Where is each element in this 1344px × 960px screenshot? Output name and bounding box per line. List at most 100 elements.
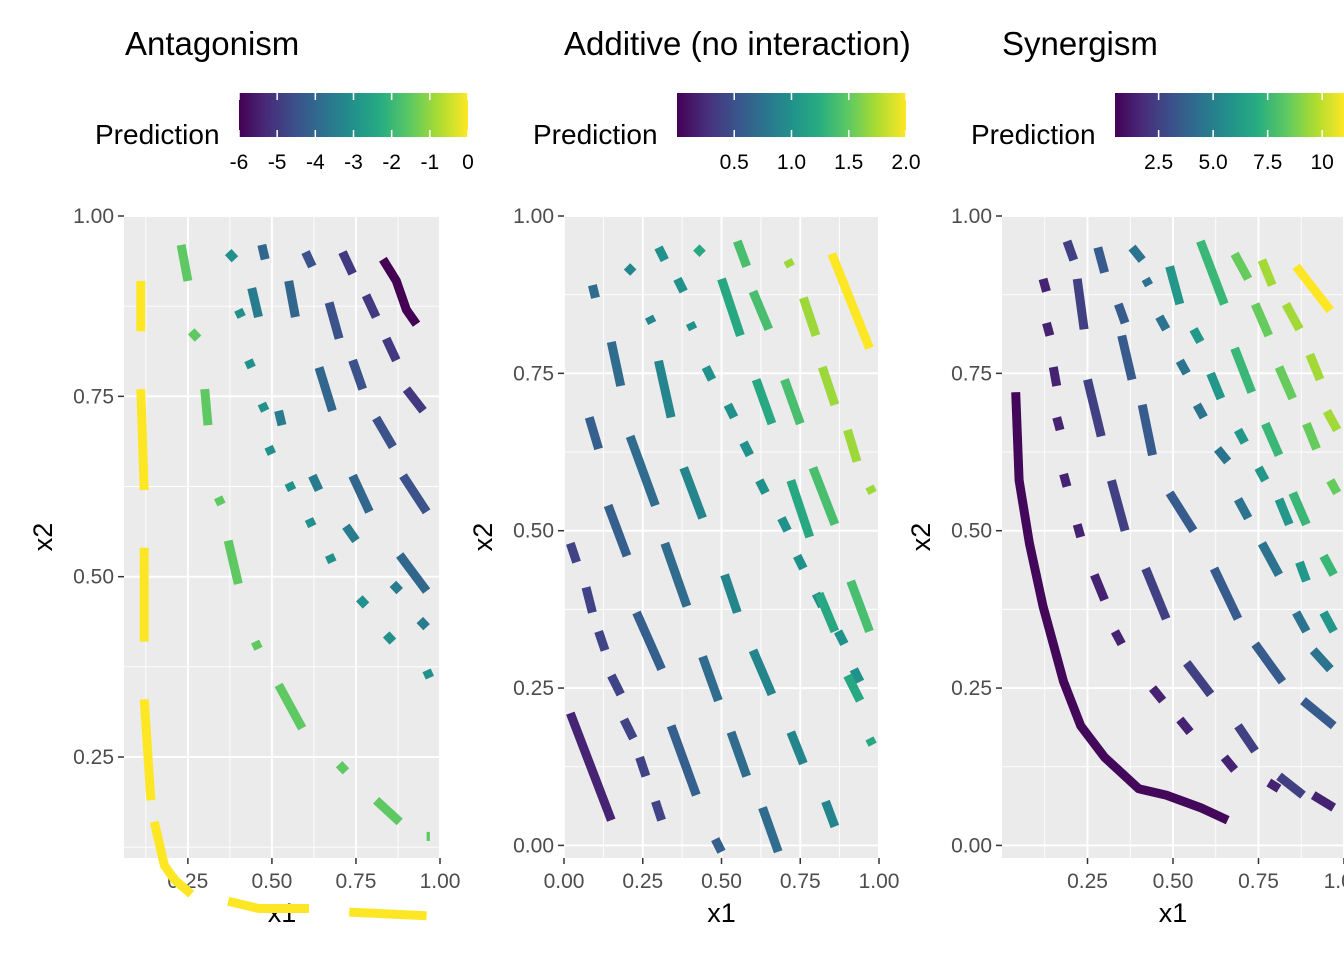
contour-dash bbox=[625, 434, 660, 508]
contour-dash bbox=[223, 539, 243, 585]
y-tick-label: 0.75 bbox=[513, 362, 554, 385]
contour-dash bbox=[1062, 239, 1079, 262]
x-tick-label: 0.75 bbox=[1238, 870, 1279, 893]
contour-dash bbox=[314, 366, 337, 413]
contour-dash bbox=[654, 245, 669, 263]
contour-dash bbox=[348, 473, 374, 514]
x-tick-label: 0.50 bbox=[701, 870, 742, 893]
legend-tick-label: 0.5 bbox=[720, 151, 749, 174]
contour-dash bbox=[402, 386, 427, 414]
contour-dash bbox=[1196, 239, 1229, 306]
x-tick-label: 0.50 bbox=[1153, 870, 1194, 893]
contour-dash bbox=[1072, 523, 1086, 539]
legend-tick-label: 7.5 bbox=[1253, 151, 1282, 174]
contour-dash bbox=[1292, 263, 1334, 314]
y-tick-label: 1.00 bbox=[513, 205, 554, 228]
legend-title: Prediction bbox=[95, 119, 220, 150]
contour-dash bbox=[1302, 422, 1321, 451]
contour-dash bbox=[338, 250, 357, 276]
contour-dash bbox=[136, 388, 149, 491]
contour-dash bbox=[1257, 541, 1283, 577]
contour-dash bbox=[251, 639, 263, 651]
y-tick-label: 1.00 bbox=[73, 205, 114, 228]
contour-dash bbox=[793, 553, 808, 571]
legend-tick-label: 0 bbox=[462, 151, 474, 174]
contour-dash bbox=[1165, 490, 1198, 534]
contour-dash bbox=[348, 358, 367, 391]
contour-dash bbox=[214, 495, 226, 507]
contour-dash bbox=[372, 415, 397, 450]
contour-dash bbox=[1251, 641, 1287, 685]
contour-dash bbox=[382, 631, 397, 645]
legend-tick-label: -3 bbox=[344, 151, 363, 174]
x-axis-title: x1 bbox=[707, 898, 736, 928]
contour-dash bbox=[635, 755, 651, 778]
contour-dash bbox=[632, 610, 666, 672]
contour-dash bbox=[846, 579, 874, 633]
contour-dash bbox=[786, 730, 808, 766]
contour-dash bbox=[1093, 246, 1109, 274]
contour-dash bbox=[1292, 610, 1311, 634]
contour-dash bbox=[701, 365, 717, 382]
contour-dash bbox=[1090, 573, 1109, 602]
contour-dash bbox=[361, 293, 381, 319]
contour-dash bbox=[783, 258, 795, 269]
contour-dash bbox=[1183, 660, 1215, 698]
contour-dash bbox=[348, 907, 427, 921]
contour-dash bbox=[755, 478, 770, 495]
contour-dash bbox=[588, 284, 600, 299]
contour-dash bbox=[284, 480, 297, 493]
contour-dash bbox=[1220, 754, 1239, 773]
contour-dash bbox=[1288, 491, 1311, 527]
contour-dash bbox=[1107, 479, 1130, 532]
contour-dash bbox=[777, 516, 792, 533]
contour-dash bbox=[139, 699, 156, 801]
contour-dash bbox=[1117, 334, 1137, 381]
colorbar bbox=[677, 93, 906, 137]
contour-dash bbox=[748, 648, 777, 697]
y-axis-title: x2 bbox=[28, 523, 58, 552]
legend-tick-label: 5.0 bbox=[1199, 151, 1228, 174]
y-tick-label: 0.00 bbox=[951, 834, 992, 857]
panel-title: Additive (no interaction) bbox=[564, 25, 911, 62]
contour-dash bbox=[780, 378, 805, 426]
y-tick-label: 0.25 bbox=[951, 677, 992, 700]
contour-dash bbox=[566, 711, 616, 822]
contour-dash bbox=[187, 328, 202, 342]
x-tick-label: 1.00 bbox=[420, 870, 461, 893]
x-tick-label: 1.00 bbox=[1324, 870, 1344, 893]
y-axis-title: x2 bbox=[468, 523, 498, 552]
contour-dash bbox=[257, 401, 270, 413]
contour-dash bbox=[416, 616, 430, 631]
contour-dash bbox=[843, 673, 865, 703]
contour-dash bbox=[1011, 392, 1230, 825]
panel-title: Synergism bbox=[1002, 25, 1158, 62]
contour-dash bbox=[1305, 352, 1325, 382]
colorbar bbox=[1115, 93, 1344, 137]
contour-dash bbox=[1059, 472, 1072, 488]
x-tick-label: 0.00 bbox=[544, 870, 585, 893]
contour-dash bbox=[1189, 327, 1205, 345]
x-tick-label: 0.75 bbox=[780, 870, 821, 893]
contour-dash bbox=[606, 340, 626, 387]
contour-dash bbox=[594, 629, 610, 652]
contour-dash bbox=[356, 595, 370, 609]
plot-panel bbox=[124, 216, 440, 858]
contour-dash bbox=[1114, 302, 1130, 325]
x-tick-label: 0.25 bbox=[622, 870, 663, 893]
contour-dash bbox=[234, 307, 246, 319]
contour-dash bbox=[301, 250, 317, 269]
contour-dash bbox=[1230, 346, 1256, 394]
contour-dash bbox=[1141, 276, 1154, 288]
panel-title: Antagonism bbox=[125, 25, 299, 62]
x-axis-title: x1 bbox=[1159, 898, 1188, 928]
contour-dash bbox=[693, 244, 706, 257]
legend-title: Prediction bbox=[533, 119, 658, 150]
contour-dash bbox=[1261, 421, 1284, 457]
contour-dash bbox=[1165, 265, 1185, 306]
contour-dash bbox=[396, 552, 431, 594]
contour-dash bbox=[799, 296, 821, 338]
contour-dash bbox=[865, 736, 877, 747]
